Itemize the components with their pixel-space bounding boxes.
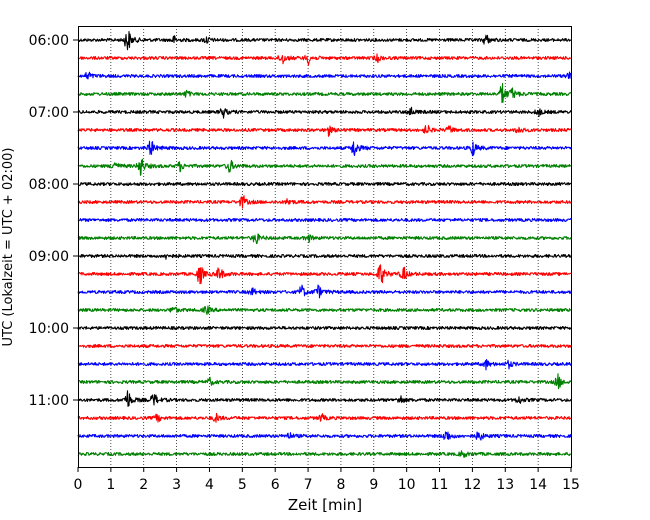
trace-line bbox=[77, 305, 572, 315]
x-tick-label: 5 bbox=[238, 477, 247, 493]
x-tick-label: 4 bbox=[205, 477, 214, 493]
trace-line bbox=[77, 253, 572, 260]
x-tick-label: 12 bbox=[463, 477, 481, 493]
x-tick-label: 1 bbox=[106, 477, 115, 493]
trace-line bbox=[77, 264, 572, 285]
x-axis-label: Zeit [min] bbox=[288, 496, 362, 514]
trace-line bbox=[77, 412, 572, 423]
x-tick-label: 7 bbox=[304, 477, 313, 493]
trace-line bbox=[77, 284, 572, 299]
trace-line bbox=[77, 217, 572, 223]
trace-line bbox=[77, 325, 572, 331]
x-tick-label: 11 bbox=[431, 477, 449, 493]
y-tick-label: 11:00 bbox=[29, 393, 69, 409]
x-tick-label: 9 bbox=[369, 477, 378, 493]
trace-line bbox=[77, 53, 572, 66]
y-tick-label: 07:00 bbox=[29, 105, 69, 121]
x-tick-label: 15 bbox=[562, 477, 580, 493]
trace-line bbox=[77, 71, 572, 80]
y-tick-label: 09:00 bbox=[29, 249, 69, 265]
x-tick-label: 2 bbox=[139, 477, 148, 493]
trace-line bbox=[77, 140, 572, 157]
x-tick-label: 13 bbox=[496, 477, 514, 493]
plot-frame bbox=[78, 26, 572, 468]
trace-line bbox=[77, 106, 572, 119]
y-tick-label: 10:00 bbox=[29, 321, 69, 337]
trace-line bbox=[77, 373, 572, 390]
y-axis-label: UTC (Lokalzeit = UTC + 02:00) bbox=[1, 148, 16, 347]
x-tick-label: 3 bbox=[172, 477, 181, 493]
trace-line bbox=[77, 390, 572, 407]
y-tick-label: 08:00 bbox=[29, 177, 69, 193]
trace-line bbox=[77, 195, 572, 209]
trace-line bbox=[77, 431, 572, 441]
trace-line bbox=[77, 233, 572, 245]
x-tick-label: 0 bbox=[74, 477, 83, 493]
trace-line bbox=[77, 158, 572, 176]
trace-line bbox=[77, 82, 572, 104]
x-tick-label: 14 bbox=[529, 477, 547, 493]
y-tick-label: 06:00 bbox=[29, 33, 69, 49]
trace-line bbox=[77, 125, 572, 137]
trace-line bbox=[77, 31, 572, 51]
x-axis-ticks: 0 1 2 3 4 5 6 7 8 9 10 11 12 13 14 15 bbox=[74, 467, 580, 493]
trace-line bbox=[77, 343, 572, 349]
x-tick-label: 10 bbox=[398, 477, 416, 493]
trace-line bbox=[77, 358, 572, 371]
y-axis-ticks: 06:00 07:00 08:00 09:00 10:00 11:00 bbox=[29, 33, 78, 409]
trace-line bbox=[77, 181, 572, 187]
x-tick-label: 8 bbox=[336, 477, 345, 493]
trace-group bbox=[77, 31, 572, 458]
x-tick-label: 6 bbox=[271, 477, 280, 493]
trace-line bbox=[77, 450, 572, 458]
